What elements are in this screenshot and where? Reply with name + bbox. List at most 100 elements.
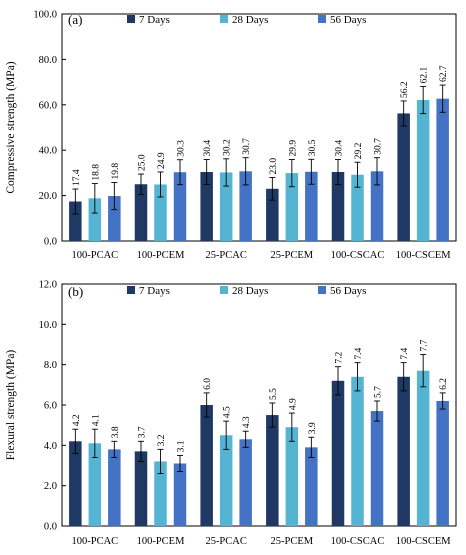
bar (200, 171, 213, 241)
bar (239, 439, 252, 526)
bar (416, 370, 430, 526)
data-label: 4.9 (288, 398, 298, 410)
category-label: 100-PCAC (71, 536, 118, 547)
bar (266, 415, 279, 526)
data-label: 29.2 (354, 142, 364, 159)
legend-swatch (127, 15, 135, 23)
data-label: 7.7 (420, 339, 430, 351)
bar (134, 184, 148, 241)
bar (69, 201, 82, 241)
bar (266, 188, 279, 241)
bar (285, 427, 299, 526)
data-label: 62.1 (420, 67, 430, 84)
bar (88, 198, 102, 241)
bar (370, 411, 384, 526)
data-label: 3.7 (138, 426, 148, 438)
chart-panel-b: 0.0 2.0 4.0 6.0 8.0 10.0 12.0 Flexural strength… (5, 280, 457, 547)
data-label: 3.9 (308, 422, 318, 434)
bar (219, 435, 233, 526)
data-label: 6.2 (439, 378, 449, 390)
data-label: 4.1 (91, 414, 101, 426)
category-label: 25-PCEM (271, 250, 314, 261)
y-tick-label: 20.0 (39, 191, 57, 202)
data-label: 25.0 (138, 154, 148, 171)
bar (351, 376, 364, 526)
bar (331, 380, 345, 526)
plot-frame (61, 283, 457, 527)
data-label: 3.1 (177, 440, 187, 452)
bar (436, 98, 449, 242)
y-axis-label: Flexural strength (MPa) (5, 350, 17, 461)
data-label: 30.2 (223, 139, 233, 156)
data-label: 19.8 (111, 163, 121, 180)
panel-label: (a) (68, 12, 82, 27)
bar (173, 172, 187, 241)
data-label: 24.9 (157, 152, 167, 169)
category-label: 25-PCAC (205, 536, 246, 547)
category-label: 100-PCEM (137, 250, 186, 261)
data-label: 4.5 (223, 406, 233, 418)
data-label: 4.3 (242, 416, 252, 428)
y-tick-label: 12.0 (39, 280, 57, 291)
bar (305, 171, 318, 241)
bar (305, 447, 318, 526)
category-label: 100-PCEM (137, 536, 186, 547)
data-label: 30.4 (335, 140, 345, 157)
legend-swatch (318, 286, 326, 294)
data-label: 29.9 (288, 140, 298, 157)
y-tick-label: 0.0 (44, 237, 57, 248)
legend-entry: 56 Days (330, 14, 366, 26)
legend-entry: 7 Days (139, 14, 170, 26)
data-label: 30.5 (308, 139, 318, 156)
legend-swatch (220, 286, 228, 294)
bar (200, 405, 213, 526)
chart-panel-a: 0.0 20.0 40.0 60.0 80.0 100.0 Compressive stre… (5, 10, 457, 261)
y-tick-label: 60.0 (39, 100, 57, 111)
y-axis-label: Compressive strength (MPa) (5, 61, 17, 193)
category-label: 100-CSCEM (396, 250, 452, 261)
bar (331, 171, 345, 241)
legend-entry: 7 Days (139, 285, 170, 297)
bar (285, 173, 299, 241)
legend-swatch (127, 286, 135, 294)
data-label: 4.2 (72, 414, 82, 426)
category-label: 100-CSCAC (331, 250, 385, 261)
data-label: 56.2 (400, 81, 410, 98)
category-label: 25-PCEM (271, 536, 314, 547)
category-label: 25-PCAC (205, 250, 246, 261)
category-label: 100-CSCAC (331, 536, 385, 547)
bar (88, 443, 102, 526)
data-label: 30.7 (374, 138, 384, 155)
y-tick-label: 6.0 (44, 401, 57, 412)
y-tick-label: 10.0 (39, 320, 57, 331)
y-tick-label: 8.0 (44, 360, 57, 371)
legend-entry: 28 Days (232, 285, 268, 297)
y-tick-label: 2.0 (44, 481, 57, 492)
data-label: 30.3 (177, 140, 187, 157)
bar (69, 441, 82, 526)
y-tick-label: 0.0 (44, 522, 57, 533)
data-label: 18.8 (91, 164, 101, 181)
bar (154, 461, 167, 526)
data-label: 5.5 (269, 388, 279, 400)
category-label: 100-CSCEM (396, 536, 452, 547)
bar (108, 196, 121, 241)
legend-swatch (318, 15, 326, 23)
data-label: 3.8 (111, 426, 121, 438)
data-label: 7.4 (354, 348, 364, 360)
bar (436, 400, 449, 526)
bar (173, 463, 187, 526)
category-label: 100-PCAC (71, 250, 118, 261)
bar (154, 184, 167, 241)
y-tick-label: 80.0 (39, 55, 57, 66)
data-label: 3.2 (157, 434, 167, 446)
y-tick-label: 40.0 (39, 146, 57, 157)
plot-frame (61, 13, 457, 242)
data-label: 30.7 (242, 138, 252, 155)
data-label: 17.4 (72, 169, 82, 186)
data-label: 5.7 (374, 386, 384, 398)
data-label: 23.0 (269, 158, 279, 175)
bar (416, 100, 430, 242)
